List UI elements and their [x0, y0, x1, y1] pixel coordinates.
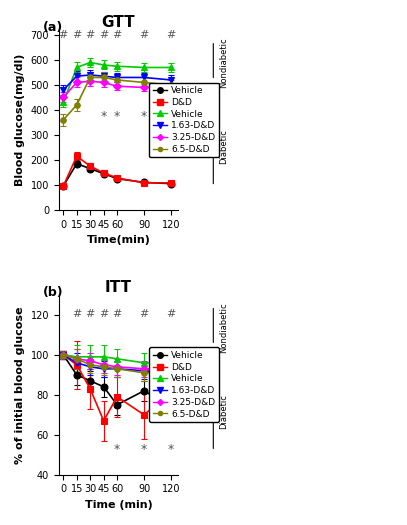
- Text: *: *: [168, 443, 174, 456]
- Text: #: #: [166, 309, 175, 319]
- Text: Diabetic: Diabetic: [219, 394, 228, 429]
- Text: #: #: [99, 309, 108, 319]
- Text: (b): (b): [43, 286, 64, 299]
- Y-axis label: Blood glucose(mg/dl): Blood glucose(mg/dl): [15, 54, 25, 186]
- Text: #: #: [112, 30, 122, 40]
- Text: #: #: [59, 30, 68, 40]
- Text: #: #: [99, 30, 108, 40]
- X-axis label: Time (min): Time (min): [85, 500, 152, 510]
- Title: GTT: GTT: [102, 15, 135, 30]
- Text: *: *: [114, 110, 120, 123]
- Text: #: #: [85, 309, 95, 319]
- Legend: Vehicle, D&D, Vehicle, 1.63-D&D, 3.25-D&D, 6.5-D&D: Vehicle, D&D, Vehicle, 1.63-D&D, 3.25-D&…: [149, 82, 219, 158]
- Text: #: #: [139, 309, 149, 319]
- Text: *: *: [168, 110, 174, 123]
- Legend: Vehicle, D&D, Vehicle, 1.63-D&D, 3.25-D&D, 6.5-D&D: Vehicle, D&D, Vehicle, 1.63-D&D, 3.25-D&…: [149, 348, 219, 422]
- Text: Nondiabetic: Nondiabetic: [219, 37, 228, 88]
- Text: *: *: [114, 443, 120, 456]
- Text: #: #: [112, 309, 122, 319]
- Title: ITT: ITT: [105, 280, 132, 295]
- X-axis label: Time(min): Time(min): [87, 235, 150, 245]
- Text: (a): (a): [43, 21, 63, 34]
- Text: #: #: [85, 30, 95, 40]
- Text: Nondiabetic: Nondiabetic: [219, 302, 228, 353]
- Text: *: *: [141, 110, 147, 123]
- Y-axis label: % of initial blood glucose: % of initial blood glucose: [15, 306, 25, 464]
- Text: *: *: [141, 443, 147, 456]
- Text: #: #: [166, 30, 175, 40]
- Text: #: #: [72, 30, 81, 40]
- Text: #: #: [139, 30, 149, 40]
- Text: *: *: [101, 110, 107, 123]
- Text: #: #: [72, 309, 81, 319]
- Text: Diabetic: Diabetic: [219, 130, 228, 164]
